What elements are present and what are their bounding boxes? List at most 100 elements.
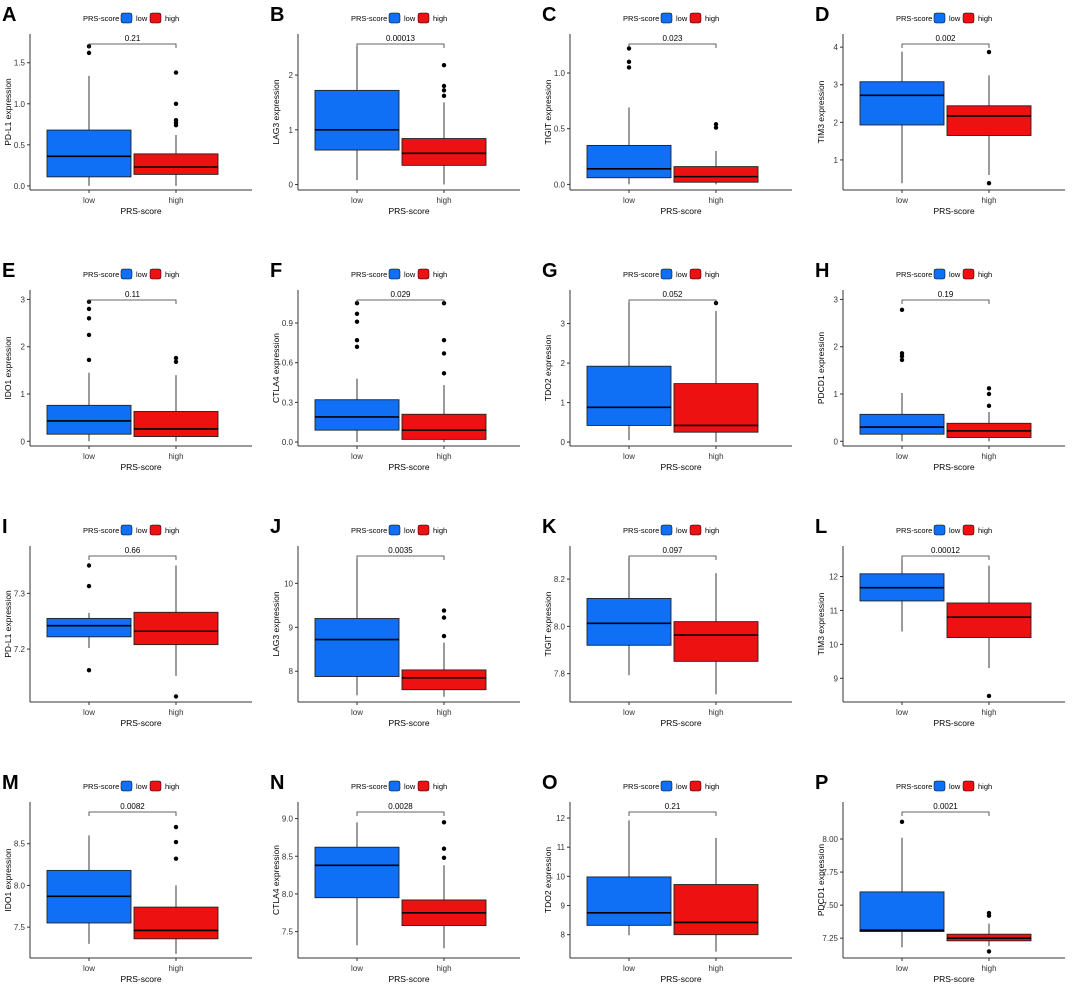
legend-swatch-low	[120, 12, 133, 24]
significance-bracket	[356, 811, 445, 816]
outlier-point-low	[626, 46, 632, 51]
x-axis-title: PRS-score	[660, 206, 701, 216]
p-value-label: 0.00012	[931, 546, 960, 555]
x-tick-label-low: low	[83, 452, 95, 461]
outlier-point-low	[899, 351, 905, 356]
legend-title: PRS-score	[896, 782, 932, 791]
outlier-point-high	[986, 391, 992, 397]
legend-swatch-high	[417, 780, 430, 792]
outlier-point-low	[899, 357, 905, 363]
outlier-point-high	[441, 338, 447, 343]
outlier-point-low	[86, 357, 92, 363]
y-axis-title: CTLA4 expression	[271, 333, 281, 403]
x-tick-label-high: high	[436, 452, 451, 461]
legend-swatch-low	[933, 268, 946, 280]
legend-title: PRS-score	[351, 270, 387, 279]
legend-title: PRS-score	[83, 270, 119, 279]
y-tick-label: 7.3	[14, 589, 26, 598]
y-tick-label: 1	[21, 390, 26, 399]
x-tick-label-high: high	[436, 708, 451, 717]
x-tick-label-low: low	[896, 964, 908, 973]
y-tick-label: 3	[834, 81, 839, 90]
panel-letter: B	[270, 4, 284, 26]
p-value-label: 0.0082	[120, 802, 145, 811]
legend-title: PRS-score	[896, 526, 932, 535]
y-tick-label: 0.0	[554, 180, 566, 189]
y-tick-label: 7.5	[282, 928, 294, 937]
legend-swatch-high	[149, 12, 162, 24]
box-high	[673, 383, 759, 433]
x-tick-label-low: low	[351, 452, 363, 461]
panel-a: A PRS-score low high 0.0 0.5 1.0 1.5 low high PRS-…	[2, 4, 252, 216]
outlier-point-high	[173, 856, 179, 861]
outlier-point-high	[441, 608, 447, 613]
legend-label-low: low	[949, 782, 961, 791]
y-axis-title: TDO2 expression	[543, 847, 553, 913]
outlier-point-low	[626, 59, 632, 65]
outlier-point-low	[86, 668, 92, 673]
panel-letter: H	[815, 260, 829, 282]
y-tick-label: 1.0	[554, 69, 566, 78]
outlier-point-high	[986, 910, 992, 916]
panel-letter: M	[2, 772, 19, 794]
outlier-point-high	[441, 62, 447, 68]
x-tick-label-low: low	[83, 964, 95, 973]
y-tick-label: 8.0	[282, 890, 294, 899]
outlier-point-high	[441, 846, 447, 851]
y-axis-title: TIM3 expression	[816, 592, 826, 655]
outlier-point-high	[986, 49, 992, 55]
panel-letter: A	[2, 4, 16, 26]
x-axis-title: PRS-score	[388, 206, 429, 216]
y-axis-title: PD-L1 expression	[3, 590, 13, 658]
legend-swatch-high	[689, 12, 702, 24]
legend-swatch-high	[417, 524, 430, 536]
legend-swatch-high	[689, 268, 702, 280]
y-tick-label: 2	[834, 118, 839, 127]
outlier-point-high	[986, 949, 992, 954]
panel-p: P PRS-score low high 7.25 7.50 7.75 8.00 low high…	[815, 772, 1065, 984]
y-tick-label: 9	[834, 674, 839, 683]
box-low	[859, 413, 945, 435]
panel-letter: K	[542, 516, 557, 538]
legend-title: PRS-score	[83, 782, 119, 791]
legend-swatch-low	[933, 12, 946, 24]
panel-i: I PRS-score low high 7.2 7.3 low high PRS-score P…	[2, 516, 252, 728]
legend-swatch-low	[388, 268, 401, 280]
legend-label-low: low	[949, 14, 961, 23]
legend-swatch-high	[149, 524, 162, 536]
outlier-point-high	[713, 125, 719, 130]
y-axis-title: LAG3 expression	[271, 591, 281, 656]
y-tick-label: 0	[834, 437, 839, 446]
y-tick-label: 0	[289, 181, 294, 190]
y-tick-label: 1	[561, 399, 566, 408]
x-tick-label-high: high	[708, 452, 723, 461]
p-value-label: 0.21	[125, 34, 141, 43]
legend-label-low: low	[136, 270, 148, 279]
significance-bracket	[628, 299, 717, 304]
x-tick-label-high: high	[168, 196, 183, 205]
legend-label-high: high	[433, 782, 447, 791]
significance-bracket	[901, 43, 990, 48]
legend-title: PRS-score	[83, 526, 119, 535]
legend-swatch-low	[933, 780, 946, 792]
x-tick-label-low: low	[351, 196, 363, 205]
y-tick-label: 8.0	[14, 881, 26, 890]
y-axis-title: IDO1 expression	[3, 848, 13, 912]
y-tick-label: 7.50	[822, 901, 838, 910]
legend-label-high: high	[165, 270, 179, 279]
legend-label-low: low	[676, 782, 688, 791]
outlier-point-high	[441, 820, 447, 825]
y-axis-title: PDCD1 expression	[816, 332, 826, 405]
x-tick-label-high: high	[168, 708, 183, 717]
x-axis-title: PRS-score	[933, 718, 974, 728]
legend-label-low: low	[404, 526, 416, 535]
outlier-point-low	[86, 332, 92, 338]
significance-bracket	[88, 299, 177, 304]
significance-bracket	[88, 43, 177, 48]
y-axis-title: TIGIT expression	[543, 79, 553, 144]
y-tick-label: 8	[561, 931, 566, 940]
legend-label-high: high	[705, 270, 719, 279]
x-axis-title: PRS-score	[660, 718, 701, 728]
x-axis-title: PRS-score	[388, 462, 429, 472]
y-tick-label: 8.5	[282, 852, 294, 861]
